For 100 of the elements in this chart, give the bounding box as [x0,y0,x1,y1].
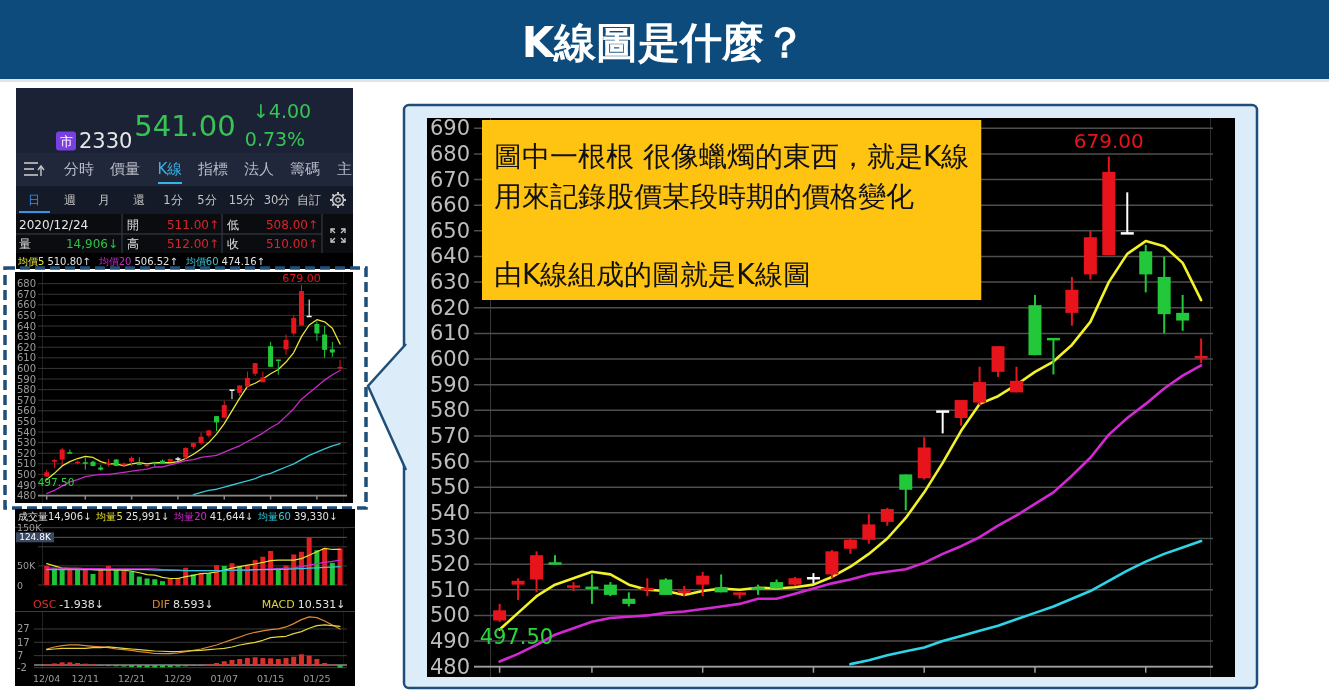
xtick: 01/15 [256,672,285,684]
legend-value: 25,991↓ [125,510,170,522]
ytick: 680 [430,141,471,166]
legend-value: 506.52↑ [134,255,178,267]
ytick: 580 [17,384,37,396]
legend: 均量5 [96,510,123,522]
app-text: K線 [157,160,183,178]
annotation: 用來記錄股價某段時期的價格變化 [494,180,914,213]
legend-value: 39,330↓ [293,510,338,522]
xtick: 12/11 [71,672,99,684]
legend: 均量20 [174,510,207,522]
app-text: 月 [98,193,110,207]
ytick: 610 [17,352,37,364]
app-text: 價量 [110,160,140,178]
app-text: 高 [127,237,139,251]
ytick: 600 [17,362,37,374]
ytick: 580 [430,398,471,423]
legend-value: 41,644↓ [209,510,254,522]
ytick: 640 [430,244,471,269]
app-text: 日 [28,193,40,207]
ytick: 510 [430,577,471,602]
ytick: 690 [430,116,471,141]
legend: DIF [152,597,171,611]
annotation: 679.00 [282,271,321,285]
ytick: 7 [17,650,24,662]
ytick: 660 [430,193,471,218]
ytick: 50K [17,560,36,572]
xtick: 01/25 [303,672,331,684]
annotation: 由K線組成的圖就是K線圖 [494,258,811,291]
app-text: 5分 [197,193,217,207]
ytick: 540 [430,500,471,525]
app-text: 14,906↓ [65,237,118,251]
ytick: 550 [17,415,37,427]
app-text: 2330 [79,129,133,153]
ytick: 620 [430,295,471,320]
ref-label: 124.8K [19,532,51,543]
legend-value: 10.531↓ [297,597,346,611]
ytick: 590 [430,372,471,397]
app-text: 0.73% [244,128,306,150]
ytick: 520 [17,447,37,459]
legend: MACD [261,597,295,611]
ytick: 520 [430,552,471,577]
legend-value: -1.938↓ [59,597,104,611]
ytick: 530 [430,526,471,551]
app-text: 自訂 [297,193,321,207]
ytick: 610 [430,321,471,346]
ytick: -2 [17,662,27,674]
legend: 均價60 [185,255,219,267]
ytick: 650 [17,309,37,321]
legend-value: 成交量14,906↓ [18,510,92,522]
xtick: 01/07 [210,672,238,684]
ytick: 27 [17,623,30,635]
ytick: 590 [17,373,37,385]
xtick: 12/04 [33,672,61,684]
ytick: 540 [17,426,37,438]
ytick: 500 [17,468,37,480]
ytick: 490 [430,629,471,654]
app-text: 508.00↑ [265,218,318,232]
app-text: 510.00↑ [265,237,318,251]
ytick: 510 [17,458,37,470]
app-text: 512.00↑ [166,237,219,251]
legend-value: 510.80↑ [47,255,91,267]
app-text: 指標 [198,160,228,178]
ytick: 600 [430,347,471,371]
ytick: 500 [430,603,471,628]
app-text: 還 [133,193,145,207]
app-text: 市 [59,133,73,149]
app-text: 週 [64,193,76,207]
legend: 均價5 [18,255,45,267]
app-text: 量 [19,237,31,251]
legend: 均價20 [98,255,132,267]
app-text: 收 [227,237,239,251]
ytick: 630 [430,270,471,295]
app-text: 低 [227,218,239,232]
xtick: 12/29 [164,672,192,684]
app-text: 541.00 [134,109,236,143]
annotation: 圖中一根根 很像蠟燭的東西，就是K線 [494,140,970,173]
app-text: 籌碼 [290,160,320,178]
legend: 均量60 [258,510,291,522]
ytick: 640 [17,320,37,332]
app-text: 30分 [263,193,291,207]
app-text: 1分 [163,193,183,207]
ytick: 550 [430,475,471,500]
app-text: 15分 [228,193,256,207]
ytick: 560 [17,405,37,417]
annotation: 497.50 [479,624,554,649]
ytick: 560 [430,449,471,474]
legend: OSC [33,597,57,611]
ytick: 630 [17,331,37,343]
legend-value: 8.593↓ [173,597,214,611]
legend-value: 474.16↑ [221,255,265,267]
title: K線圖是什麼？ [521,18,807,67]
ytick: 150K [17,522,42,534]
ytick: 620 [17,341,37,353]
ytick: 670 [430,167,471,192]
ytick: 650 [430,218,471,243]
app-text: 分時 [64,160,94,178]
app-text: ↓4.00 [252,100,312,122]
ytick: 680 [17,278,37,290]
app-text: 法人 [244,160,274,178]
